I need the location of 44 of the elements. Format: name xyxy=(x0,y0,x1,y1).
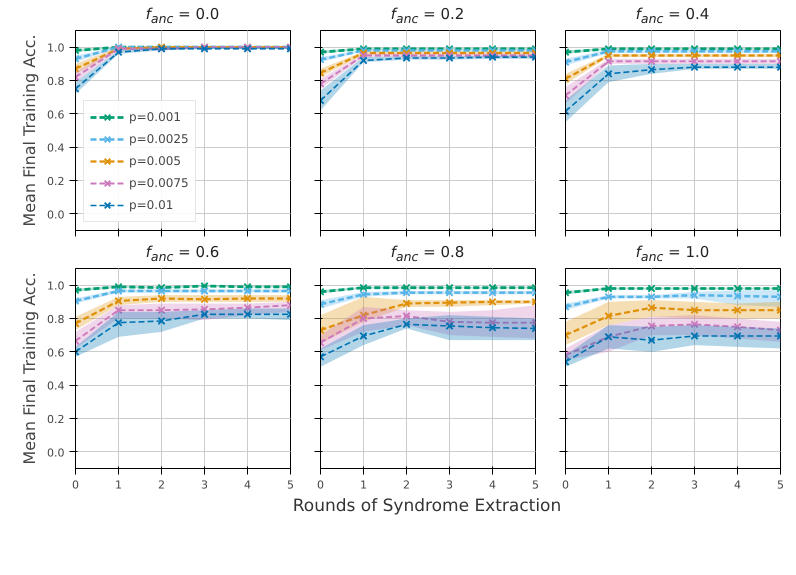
x-tick-label: 1 xyxy=(360,478,367,492)
y-tick-label: 0.6 xyxy=(47,346,65,360)
y-tick-label: 0.8 xyxy=(47,75,65,88)
y-tick-label: 0.8 xyxy=(47,313,65,326)
y-axis-title: Mean Final Training Acc. xyxy=(20,272,40,465)
legend-label: p=0.0025 xyxy=(129,132,189,146)
y-axis-title: Mean Final Training Acc. xyxy=(20,34,40,227)
y-tick-label: 0.0 xyxy=(47,208,65,222)
x-axis-title: Rounds of Syndrome Extraction xyxy=(292,495,562,518)
x-tick-label: 2 xyxy=(158,478,165,492)
x-tick-label: 3 xyxy=(691,478,698,492)
x-tick-label: 0 xyxy=(317,478,324,492)
x-tick-label: 1 xyxy=(605,478,612,492)
y-tick-label: 0.2 xyxy=(47,413,65,426)
chart-title: f$_{anc}$ = 0.0 xyxy=(146,4,220,28)
y-tick-label: 0.0 xyxy=(47,446,65,460)
x-tick-label: 4 xyxy=(244,478,251,492)
chart-title: f$_{anc}$ = 0.2 xyxy=(390,4,464,28)
x-tick-label: 1 xyxy=(115,478,122,492)
x-tick-label: 0 xyxy=(562,478,569,492)
legend-label: p=0.0075 xyxy=(129,176,189,190)
x-tick-label: 2 xyxy=(403,478,410,492)
y-tick-label: 0.6 xyxy=(47,108,65,122)
y-tick-label: 1.0 xyxy=(47,42,65,55)
x-tick-label: 5 xyxy=(777,478,784,492)
x-tick-label: 4 xyxy=(489,478,496,492)
x-tick-label: 4 xyxy=(734,478,741,492)
y-tick-label: 1.0 xyxy=(47,280,65,293)
legend-label: p=0.01 xyxy=(129,198,174,212)
x-tick-label: 3 xyxy=(446,478,453,492)
x-tick-label: 5 xyxy=(287,478,294,492)
chart-title: f$_{anc}$ = 1.0 xyxy=(636,242,710,266)
legend-label: p=0.001 xyxy=(129,110,182,124)
chart-title: f$_{anc}$ = 0.6 xyxy=(146,242,220,266)
legend-label: p=0.005 xyxy=(129,154,182,168)
y-tick-label: 0.4 xyxy=(47,380,65,393)
x-tick-label: 3 xyxy=(201,478,208,492)
chart-title: f$_{anc}$ = 0.4 xyxy=(636,4,710,28)
y-tick-label: 0.2 xyxy=(47,175,65,188)
x-tick-label: 2 xyxy=(648,478,655,492)
x-tick-label: 5 xyxy=(532,478,539,492)
y-tick-label: 0.4 xyxy=(47,142,65,155)
x-tick-label: 0 xyxy=(72,478,79,492)
chart-title: f$_{anc}$ = 0.8 xyxy=(390,242,464,266)
